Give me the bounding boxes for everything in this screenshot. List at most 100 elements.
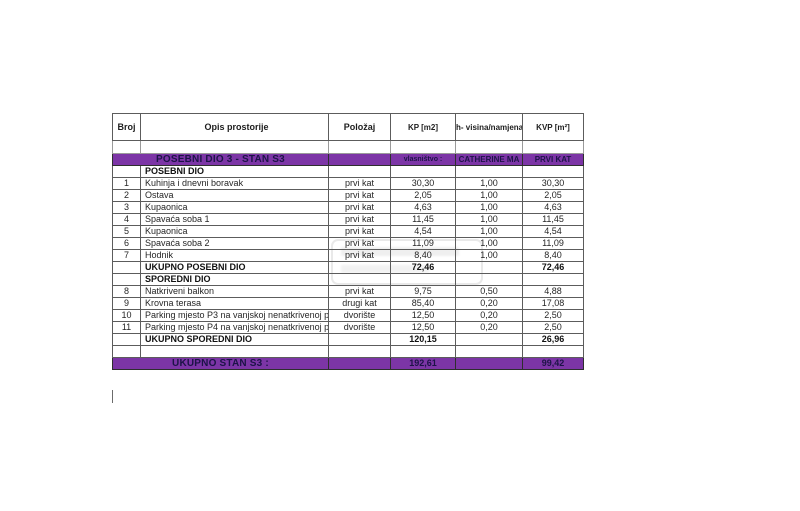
- subtotal-sporedni-row: UKUPNO SPOREDNI DIO 120,15 26,96: [112, 333, 584, 346]
- table-row: 3 Kupaonica prvi kat 4,63 1,00 4,63: [112, 201, 584, 214]
- cell-opis: Kupaonica: [140, 201, 329, 214]
- grand-total-h-cell: [455, 357, 523, 370]
- cell-polozaj: prvi kat: [328, 237, 391, 250]
- cell-h: 1,00: [455, 249, 523, 262]
- cell-polozaj: prvi kat: [328, 189, 391, 202]
- cell-broj: 3: [112, 201, 141, 214]
- subtotal-kvp: 72,46: [522, 261, 584, 274]
- cell-opis: Hodnik: [140, 249, 329, 262]
- cell-h: 0,20: [455, 309, 523, 322]
- cell-kvp: 2,50: [522, 309, 584, 322]
- cell-broj: 4: [112, 213, 141, 226]
- cell-polozaj: dvorište: [328, 309, 391, 322]
- header-opis-prostorije: Opis prostorije: [140, 113, 329, 141]
- cell-kvp: 2,50: [522, 321, 584, 334]
- cell-kvp: 17,08: [522, 297, 584, 310]
- cell-kp: 2,05: [390, 189, 456, 202]
- cell-h: 1,00: [455, 213, 523, 226]
- cell-kvp: 4,88: [522, 285, 584, 298]
- cell-kp: 12,50: [390, 321, 456, 334]
- grand-total-label: UKUPNO STAN S3 :: [112, 357, 329, 370]
- cell-h: 1,00: [455, 225, 523, 238]
- cell-kp: 12,50: [390, 309, 456, 322]
- subtotal-kp: 72,46: [390, 261, 456, 274]
- cell-kvp: 8,40: [522, 249, 584, 262]
- header-kvp: KVP [m²]: [522, 113, 584, 141]
- section-label-row: POSEBNI DIO: [112, 165, 584, 178]
- cell-broj: 11: [112, 321, 141, 334]
- cell-h: 1,00: [455, 201, 523, 214]
- cell-opis: Spavaća soba 2: [140, 237, 329, 250]
- ownership-label: vlasništvo :: [390, 153, 456, 166]
- cell-polozaj: prvi kat: [328, 177, 391, 190]
- cell-kp: 30,30: [390, 177, 456, 190]
- cell-polozaj: prvi kat: [328, 213, 391, 226]
- grand-total-row: UKUPNO STAN S3 : 192,61 99,42: [112, 357, 584, 370]
- cell-polozaj: dvorište: [328, 321, 391, 334]
- cell-broj: 10: [112, 309, 141, 322]
- section-title-row: POSEBNI DIO 3 - STAN S3 vlasništvo : CAT…: [112, 153, 584, 166]
- cell-kvp: 30,30: [522, 177, 584, 190]
- cell-polozaj: drugi kat: [328, 297, 391, 310]
- cell-kvp: 11,45: [522, 213, 584, 226]
- section-label-row: SPOREDNI DIO: [112, 273, 584, 286]
- cell-polozaj: prvi kat: [328, 201, 391, 214]
- table-row: 11 Parking mjesto P4 na vanjskoj nenatkr…: [112, 321, 584, 334]
- cell-broj: 9: [112, 297, 141, 310]
- cell-opis: Krovna terasa: [140, 297, 329, 310]
- table-row: 2 Ostava prvi kat 2,05 1,00 2,05: [112, 189, 584, 202]
- table-row: 7 Hodnik prvi kat 8,40 1,00 8,40: [112, 249, 584, 262]
- cell-kvp: 11,09: [522, 237, 584, 250]
- cell-kp: 4,54: [390, 225, 456, 238]
- spacer-row: [112, 345, 584, 358]
- subtotal-kvp: 26,96: [522, 333, 584, 346]
- cell-broj: 2: [112, 189, 141, 202]
- floor-label: PRVI KAT: [522, 153, 584, 166]
- table-row: 1 Kuhinja i dnevni boravak prvi kat 30,3…: [112, 177, 584, 190]
- cell-broj: 5: [112, 225, 141, 238]
- grand-total-kp: 192,61: [390, 357, 456, 370]
- table-row: 6 Spavaća soba 2 prvi kat 11,09 1,00 11,…: [112, 237, 584, 250]
- table-row: 8 Natkriveni balkon prvi kat 9,75 0,50 4…: [112, 285, 584, 298]
- subtotal-posebni-row: UKUPNO POSEBNI DIO 72,46 72,46: [112, 261, 584, 274]
- cell-kp: 85,40: [390, 297, 456, 310]
- section-label: SPOREDNI DIO: [140, 273, 329, 286]
- cell-opis: Spavaća soba 1: [140, 213, 329, 226]
- header-broj: Broj: [112, 113, 141, 141]
- cell-broj: 1: [112, 177, 141, 190]
- cell-polozaj: prvi kat: [328, 249, 391, 262]
- cell-polozaj: prvi kat: [328, 225, 391, 238]
- cell-kvp: 2,05: [522, 189, 584, 202]
- cell-h: 0,50: [455, 285, 523, 298]
- spacer-row: [112, 140, 584, 154]
- cell-kp: 8,40: [390, 249, 456, 262]
- cell-kvp: 4,54: [522, 225, 584, 238]
- header-h-visina: h- visina/namjena: [455, 113, 523, 141]
- scan-artifact-line: [112, 390, 113, 403]
- table-row: 4 Spavaća soba 1 prvi kat 11,45 1,00 11,…: [112, 213, 584, 226]
- cell-h: 1,00: [455, 189, 523, 202]
- grand-total-polozaj-cell: [328, 357, 391, 370]
- table-row: 10 Parking mjesto P3 na vanjskoj nenatkr…: [112, 309, 584, 322]
- apartment-spec-table: Broj Opis prostorije Položaj KP [m2] h- …: [112, 113, 584, 370]
- cell-broj: 7: [112, 249, 141, 262]
- cell-opis: Kupaonica: [140, 225, 329, 238]
- subtotal-label: UKUPNO SPOREDNI DIO: [140, 333, 329, 346]
- cell-h: 0,20: [455, 297, 523, 310]
- cell-kp: 11,45: [390, 213, 456, 226]
- section-title: POSEBNI DIO 3 - STAN S3: [112, 153, 329, 166]
- table-row: 9 Krovna terasa drugi kat 85,40 0,20 17,…: [112, 297, 584, 310]
- cell-polozaj: prvi kat: [328, 285, 391, 298]
- cell-kp: 4,63: [390, 201, 456, 214]
- cell-opis: Kuhinja i dnevni boravak: [140, 177, 329, 190]
- subtotal-label: UKUPNO POSEBNI DIO: [140, 261, 329, 274]
- header-kp: KP [m2]: [390, 113, 456, 141]
- cell-broj: 6: [112, 237, 141, 250]
- header-polozaj: Položaj: [328, 113, 391, 141]
- cell-h: 1,00: [455, 237, 523, 250]
- section-label: POSEBNI DIO: [140, 165, 329, 178]
- cell-opis: Parking mjesto P3 na vanjskoj nenatkrive…: [140, 309, 329, 322]
- cell-kp: 9,75: [390, 285, 456, 298]
- cell-broj: 8: [112, 285, 141, 298]
